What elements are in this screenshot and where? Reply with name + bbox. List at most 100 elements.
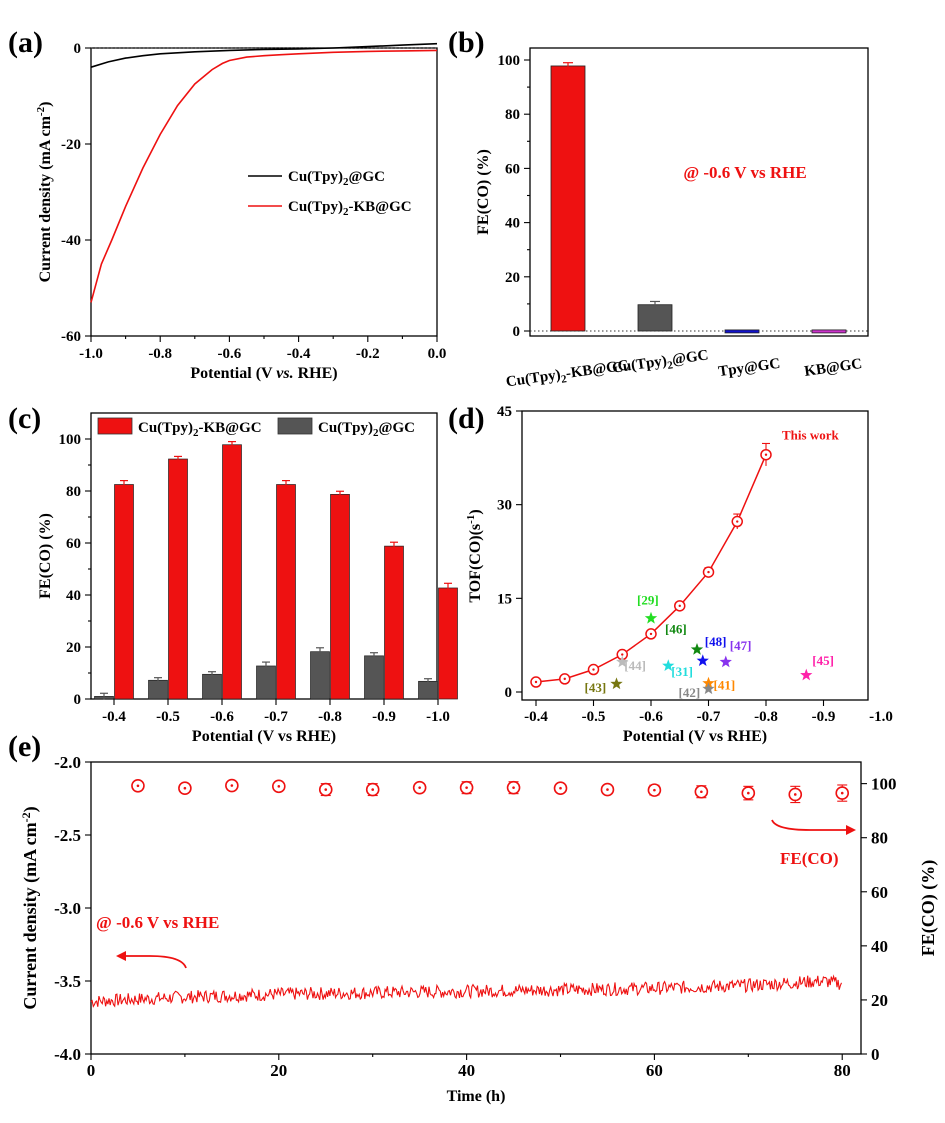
panel-a-ytick-label: -20 (61, 137, 81, 153)
panel-d-xlabel: Potential (V vs RHE) (623, 728, 767, 745)
panel-c-xtick-label: -0.5 (156, 709, 180, 725)
panel-b: (b) FE(CO) (%) @ -0.6 V vs RHE 0 20 40 60 80… (448, 26, 869, 393)
panel-b-xtick-kb-gc: KB@GC (803, 356, 863, 380)
reference-star (702, 682, 715, 695)
panel-d-xtick-label: -0.7 (697, 709, 721, 725)
bar-cu-tpy2-kb-gc (330, 494, 350, 700)
panel-a-label: (a) (8, 26, 43, 59)
reference-star (644, 611, 658, 624)
panel-c-ylabel: FE(CO) (%) (37, 513, 54, 599)
panel-c-xtick-label: -0.6 (210, 709, 234, 725)
fe-point-center (418, 786, 421, 789)
panel-b-xtick-tpy-gc: Tpy@GC (717, 356, 781, 381)
panel-e-arrow-right (771, 819, 846, 831)
panel-b-ytick-label: 40 (505, 216, 520, 232)
fe-point-center (371, 788, 375, 791)
panel-c-legend: Cu(Tpy)2-KB@GC Cu(Tpy)2@GC (97, 417, 415, 439)
this-work-point-center (621, 653, 624, 656)
panel-c-ytick-label: 0 (74, 692, 82, 708)
panel-a: (a) Potential (V vs. RHE) Current densit… (8, 26, 446, 382)
panel-a-xtick-label: -1.0 (79, 346, 103, 362)
panel-e-frame (90, 761, 862, 1055)
panel-e-ytick-label: -2.5 (54, 826, 81, 845)
this-work-point-center (563, 677, 566, 681)
panel-e-arrow-left (124, 955, 187, 969)
panel-d: (d) Potential (V vs RHE) TOF(CO)(s-1) -0… (448, 402, 893, 745)
panel-e-ytick-right-label: 60 (871, 883, 888, 902)
this-work-point-center (764, 453, 768, 456)
panel-e: (e) Time (h) Current density (mA cm-2) F… (8, 730, 939, 1105)
panel-b-annotation: @ -0.6 V vs RHE (683, 163, 806, 182)
panel-c-ytick-label: 20 (66, 640, 81, 656)
panel-a-xtick-label: -0.4 (287, 346, 311, 362)
legend-label-cu-tpy2-gc-c: Cu(Tpy)2@GC (318, 420, 415, 439)
panel-a-ytick-label: -60 (61, 329, 81, 345)
panel-a-ytick-label: -40 (61, 233, 81, 249)
fe-point-center (559, 786, 562, 790)
panel-c-ytick-label: 40 (66, 588, 81, 604)
panel-d-ylabel: TOF(CO)(s-1) (465, 509, 484, 602)
panel-e-ylabel: Current density (mA cm-2) (19, 806, 41, 1009)
panel-b-label: (b) (448, 26, 485, 59)
fe-point-center (606, 788, 609, 791)
reference-label: [47] (730, 638, 752, 653)
panel-c-xtick-label: -1.0 (426, 709, 450, 725)
fe-point-center (183, 786, 187, 790)
panel-e-label: (e) (8, 730, 41, 763)
this-work-point-center (649, 632, 653, 636)
panel-b-xticklabels: Cu(Tpy)2-KB@GC Cu(Tpy)2@GC Tpy@GC KB@GC (505, 347, 863, 393)
fe-point-center (136, 784, 140, 788)
panel-e-xtick-label: 0 (87, 1061, 96, 1080)
reference-label: [48] (705, 634, 727, 649)
panel-c-ytick-label: 80 (66, 484, 81, 500)
fe-point-center (465, 786, 468, 789)
panel-e-xtick-label: 80 (834, 1061, 851, 1080)
reference-star (719, 655, 732, 668)
panel-d-xtick-label: -0.6 (639, 709, 663, 725)
reference-star (800, 668, 813, 681)
panel-e-ytick-right-label: 80 (871, 829, 888, 848)
bar-cu-tpy2-kb-gc (276, 484, 296, 700)
panel-e-ytick-right-label: 20 (871, 991, 888, 1010)
reference-star (610, 677, 623, 690)
bar-cu-tpy2-gc (256, 665, 276, 700)
panel-e-xtick-label: 60 (646, 1061, 663, 1080)
panel-a-xtick-label: -0.2 (356, 346, 380, 362)
panel-c-xtick-label: -0.7 (264, 709, 288, 725)
bar-cu-tpy2-kb-gc (114, 484, 134, 700)
current-trace (90, 974, 843, 1008)
fe-point-center (653, 788, 656, 792)
panel-a-xtick-label: 0.0 (428, 346, 447, 362)
panel-d-xtick-label: -0.8 (754, 709, 778, 725)
panel-c: (c) Potential (V vs RHE) FE(CO) (%) 0 20 4… (8, 402, 458, 745)
panel-a-xtick-label: -0.8 (148, 346, 172, 362)
bar-cu-tpy2-gc (418, 680, 438, 700)
panel-c-xtick-label: -0.9 (372, 709, 396, 725)
panel-d-xtick-label: -1.0 (869, 709, 893, 725)
panel-b-ytick-label: 60 (505, 161, 520, 177)
fe-point-center (747, 791, 750, 795)
reference-star (616, 655, 629, 668)
panel-e-ytick-right-label: 100 (871, 775, 897, 794)
reference-label: [43] (585, 680, 607, 695)
panel-b-frame (529, 47, 869, 337)
bar-cu-tpy2-kb-gc (222, 444, 242, 700)
panel-a-ylabel: Current density (mA cm-2) (35, 102, 54, 283)
bar-cu-tpy2-kb-gc (438, 587, 458, 700)
panel-c-label: (c) (8, 402, 41, 435)
legend-label-cu-tpy2-kb-gc: Cu(Tpy)2-KB@GC (288, 199, 412, 218)
reference-label: [29] (637, 592, 659, 607)
fe-point-center (324, 788, 328, 791)
reference-star (690, 643, 704, 655)
panel-d-ytick-label: 45 (497, 404, 512, 420)
panel-c-xlabel: Potential (V vs RHE) (192, 728, 336, 745)
reference-label: [31] (671, 664, 693, 679)
bar-1 (637, 304, 673, 332)
panel-c-ytick-label: 100 (59, 432, 82, 448)
reference-label: [44] (624, 658, 646, 673)
panel-e-ytick-label: -3.5 (54, 972, 81, 991)
panel-e-ytick-label: -2.0 (54, 753, 81, 772)
panel-e-arrowhead-right (846, 825, 856, 835)
series-line-cu-tpy2-gc (90, 42, 438, 68)
